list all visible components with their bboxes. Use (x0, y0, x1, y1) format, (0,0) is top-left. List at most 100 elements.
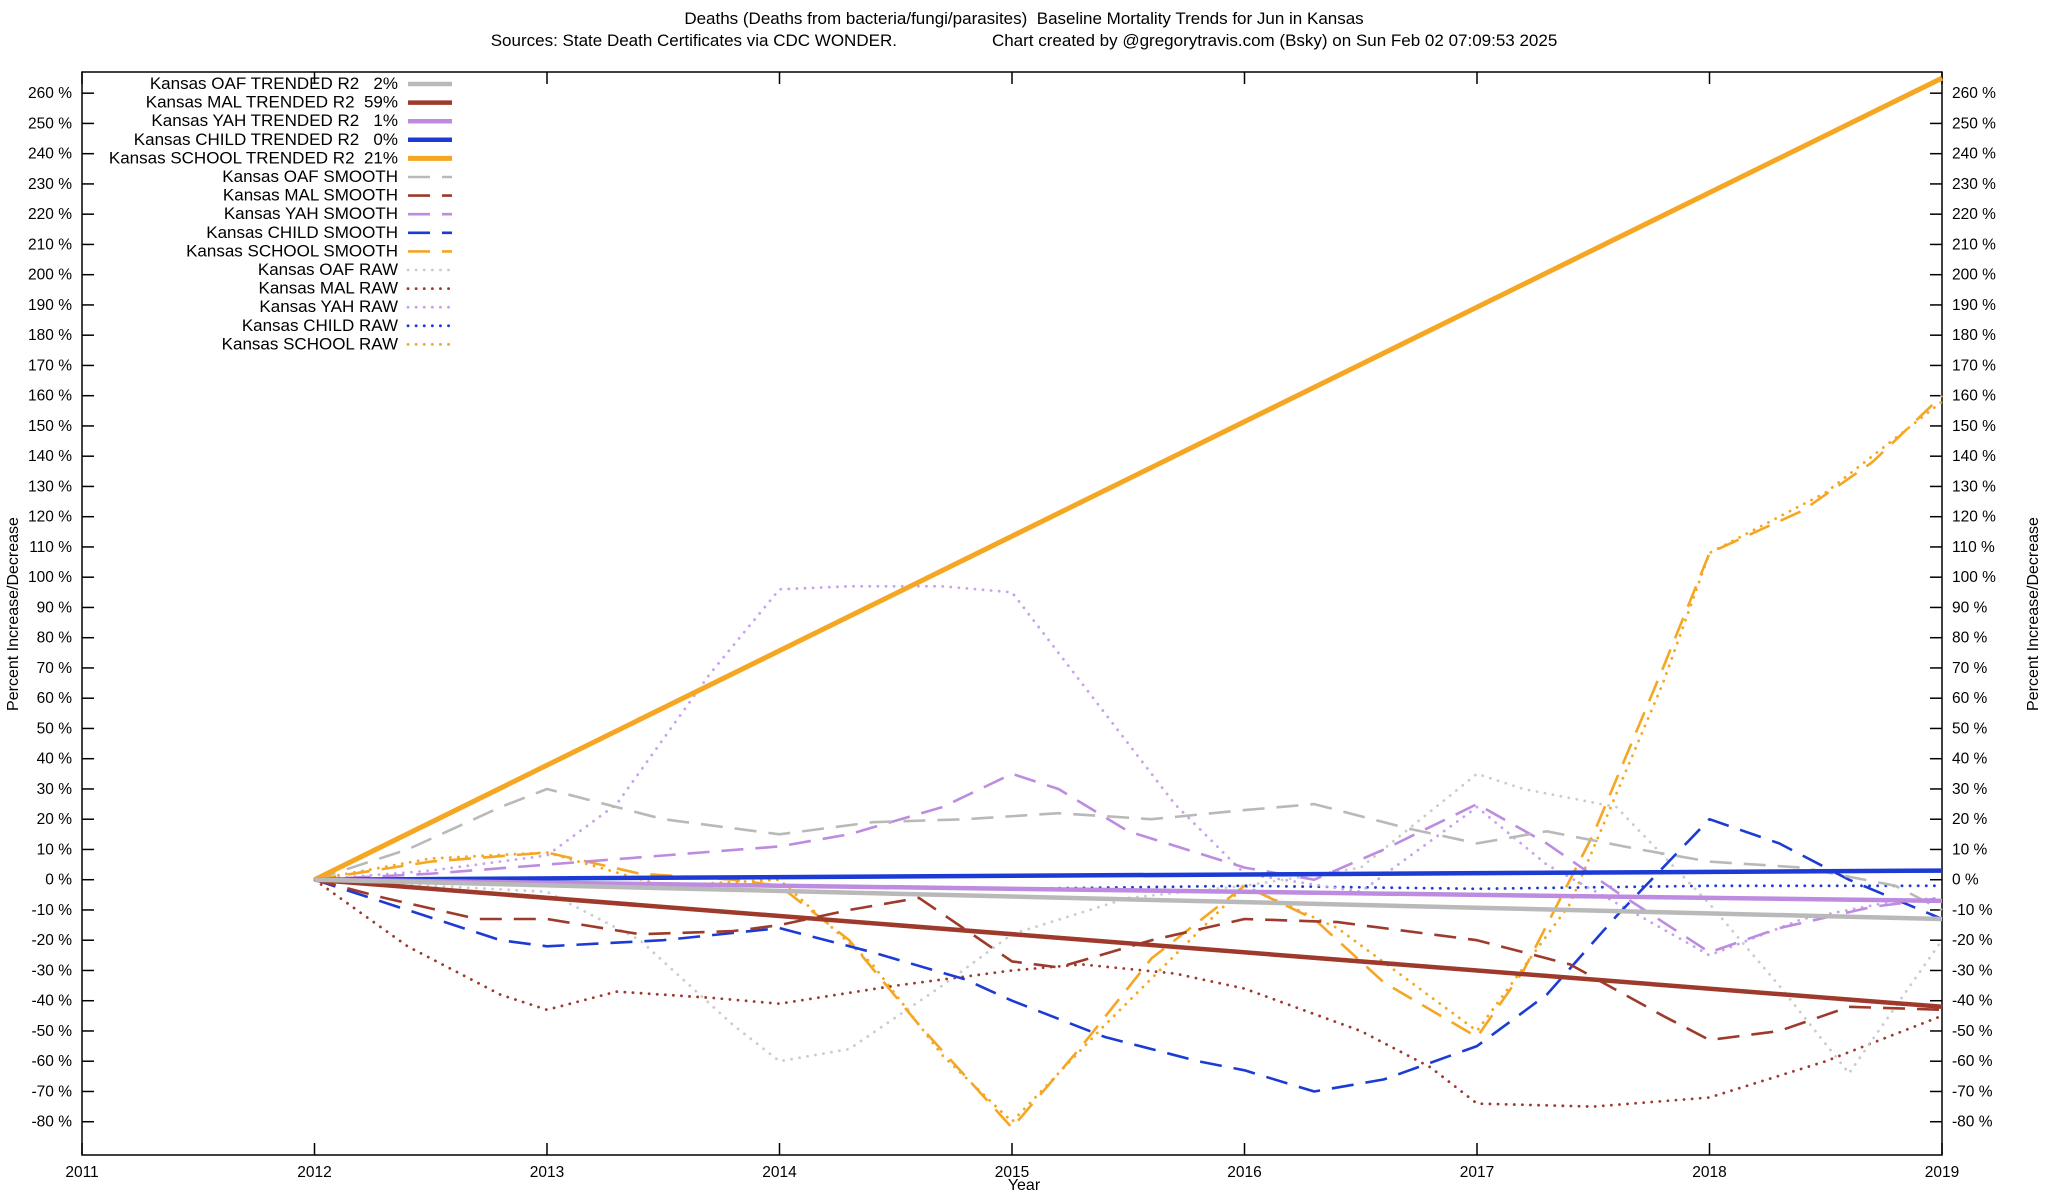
y-tick-label-left: 140 % (28, 448, 72, 465)
series-line-mal-smooth (314, 878, 1943, 1042)
y-tick-label-left: 40 % (37, 751, 73, 768)
y-tick-label-right: 110 % (1952, 539, 1995, 556)
x-axis-title: Year (1007, 1177, 1041, 1194)
y-tick-label-left: 160 % (28, 388, 72, 405)
y-tick-label-right: -60 % (1952, 1053, 1993, 1070)
y-tick-label-right: -50 % (1952, 1023, 1993, 1040)
chart-titles: Deaths (Deaths from bacteria/fungi/paras… (0, 8, 2048, 52)
y-tick-label-left: -30 % (32, 962, 73, 979)
y-tick-label-right: 20 % (1952, 811, 1988, 828)
y-tick-label-right: 30 % (1952, 781, 1988, 798)
y-tick-label-right: 220 % (1952, 206, 1996, 223)
y-tick-label-left: -10 % (32, 902, 73, 919)
y-tick-label-left: -60 % (32, 1053, 73, 1070)
y-tick-label-left: 210 % (28, 236, 72, 253)
y-tick-label-left: 190 % (28, 297, 72, 314)
y-tick-label-right: 260 % (1952, 85, 1996, 102)
series-line-child-trended (314, 868, 1943, 882)
y-tick-label-right: 130 % (1952, 478, 1996, 495)
y-tick-label-left: 90 % (37, 599, 73, 616)
y-tick-label-right: 10 % (1952, 841, 1988, 858)
y-tick-label-left: 30 % (37, 781, 73, 798)
legend-label-yah-smooth: Kansas YAH SMOOTH (224, 204, 398, 223)
legend-label-mal-raw: Kansas MAL RAW (258, 279, 398, 298)
y-tick-label-left: 110 % (29, 539, 72, 556)
y-tick-label-right: -70 % (1952, 1083, 1993, 1100)
legend-label-child-trended: Kansas CHILD TRENDED R2 0% (134, 130, 398, 149)
x-tick-label: 2011 (65, 1164, 98, 1181)
y-tick-label-right: 70 % (1952, 660, 1988, 677)
y-tick-label-right: 90 % (1952, 599, 1988, 616)
series-line-mal-trended (314, 877, 1943, 1010)
y-tick-label-right: 100 % (1952, 569, 1996, 586)
chart-credit: Chart created by @gregorytravis.com (Bsk… (991, 31, 1558, 50)
y-tick-label-right: 230 % (1952, 176, 1996, 193)
legend-label-school-trended: Kansas SCHOOL TRENDED R2 21% (109, 148, 398, 167)
y-tick-label-right: 140 % (1952, 448, 1996, 465)
y-axis-title-left: Percent Increase/Decrease (5, 517, 22, 711)
y-tick-label-left: 180 % (28, 327, 72, 344)
series-line-yah-trended (314, 877, 1943, 904)
y-tick-label-right: 60 % (1952, 690, 1988, 707)
y-tick-label-right: 160 % (1952, 388, 1996, 405)
y-tick-label-right: -10 % (1952, 902, 1993, 919)
y-tick-label-right: 150 % (1952, 418, 1996, 435)
y-tick-label-left: 220 % (28, 206, 72, 223)
y-tick-label-left: -40 % (32, 993, 73, 1010)
series-line-oaf-smooth (314, 787, 1943, 912)
y-tick-label-left: 130 % (28, 478, 72, 495)
chart-sources: Sources: State Death Certificates via CD… (490, 31, 897, 50)
y-tick-label-left: 0 % (45, 872, 72, 889)
series-line-yah-smooth (314, 772, 1943, 954)
y-tick-label-left: -70 % (32, 1083, 73, 1100)
y-tick-label-left: 20 % (37, 811, 73, 828)
y-tick-label-right: -40 % (1952, 993, 1993, 1010)
y-tick-label-right: 210 % (1952, 236, 1996, 253)
x-tick-label: 2015 (995, 1164, 1029, 1181)
legend-label-school-raw: Kansas SCHOOL RAW (222, 334, 398, 353)
y-tick-label-right: 50 % (1952, 720, 1988, 737)
y-tick-label-left: -50 % (32, 1023, 73, 1040)
y-axis-title-right: Percent Increase/Decrease (2025, 517, 2042, 711)
y-tick-label-right: 120 % (1952, 509, 1996, 526)
series-line-school-trended (313, 75, 1944, 882)
y-tick-label-left: 50 % (37, 720, 73, 737)
y-tick-label-right: 40 % (1952, 751, 1988, 768)
y-tick-label-right: 80 % (1952, 630, 1988, 647)
y-tick-label-right: 190 % (1952, 297, 1996, 314)
legend-label-mal-smooth: Kansas MAL SMOOTH (223, 186, 398, 205)
y-tick-label-left: 10 % (37, 841, 73, 858)
y-tick-label-right: -80 % (1952, 1114, 1993, 1131)
legend-label-school-smooth: Kansas SCHOOL SMOOTH (186, 241, 398, 260)
y-tick-label-left: 170 % (28, 357, 72, 374)
y-tick-label-left: 150 % (28, 418, 72, 435)
y-tick-label-left: 100 % (28, 569, 72, 586)
y-tick-label-right: 0 % (1952, 872, 1979, 889)
legend-label-oaf-smooth: Kansas OAF SMOOTH (222, 167, 398, 186)
y-tick-label-left: -20 % (32, 932, 73, 949)
y-tick-label-left: 240 % (28, 146, 72, 163)
series-line-school-raw (313, 400, 1944, 1124)
y-tick-label-left: 250 % (28, 115, 72, 132)
y-tick-label-right: 170 % (1952, 357, 1996, 374)
y-tick-label-left: 230 % (28, 176, 72, 193)
y-tick-label-left: -80 % (32, 1114, 73, 1131)
legend-label-child-smooth: Kansas CHILD SMOOTH (206, 223, 398, 242)
y-tick-label-right: 200 % (1952, 267, 1996, 284)
y-tick-label-left: 260 % (28, 85, 72, 102)
x-tick-label: 2013 (530, 1164, 564, 1181)
chart-title: Deaths (Deaths from bacteria/fungi/paras… (684, 9, 1364, 28)
x-tick-label: 2018 (1692, 1164, 1726, 1181)
y-tick-label-right: 250 % (1952, 115, 1996, 132)
legend-label-yah-raw: Kansas YAH RAW (259, 297, 398, 316)
series-line-oaf-trended (314, 877, 1943, 922)
y-tick-label-left: 60 % (37, 690, 73, 707)
chart-subtitle: Sources: State Death Certificates via CD… (0, 30, 2048, 52)
y-tick-label-right: 180 % (1952, 327, 1996, 344)
x-tick-label: 2016 (1227, 1164, 1261, 1181)
y-tick-label-right: -30 % (1952, 962, 1993, 979)
y-tick-label-right: 240 % (1952, 146, 1996, 163)
x-tick-label: 2014 (762, 1164, 797, 1181)
